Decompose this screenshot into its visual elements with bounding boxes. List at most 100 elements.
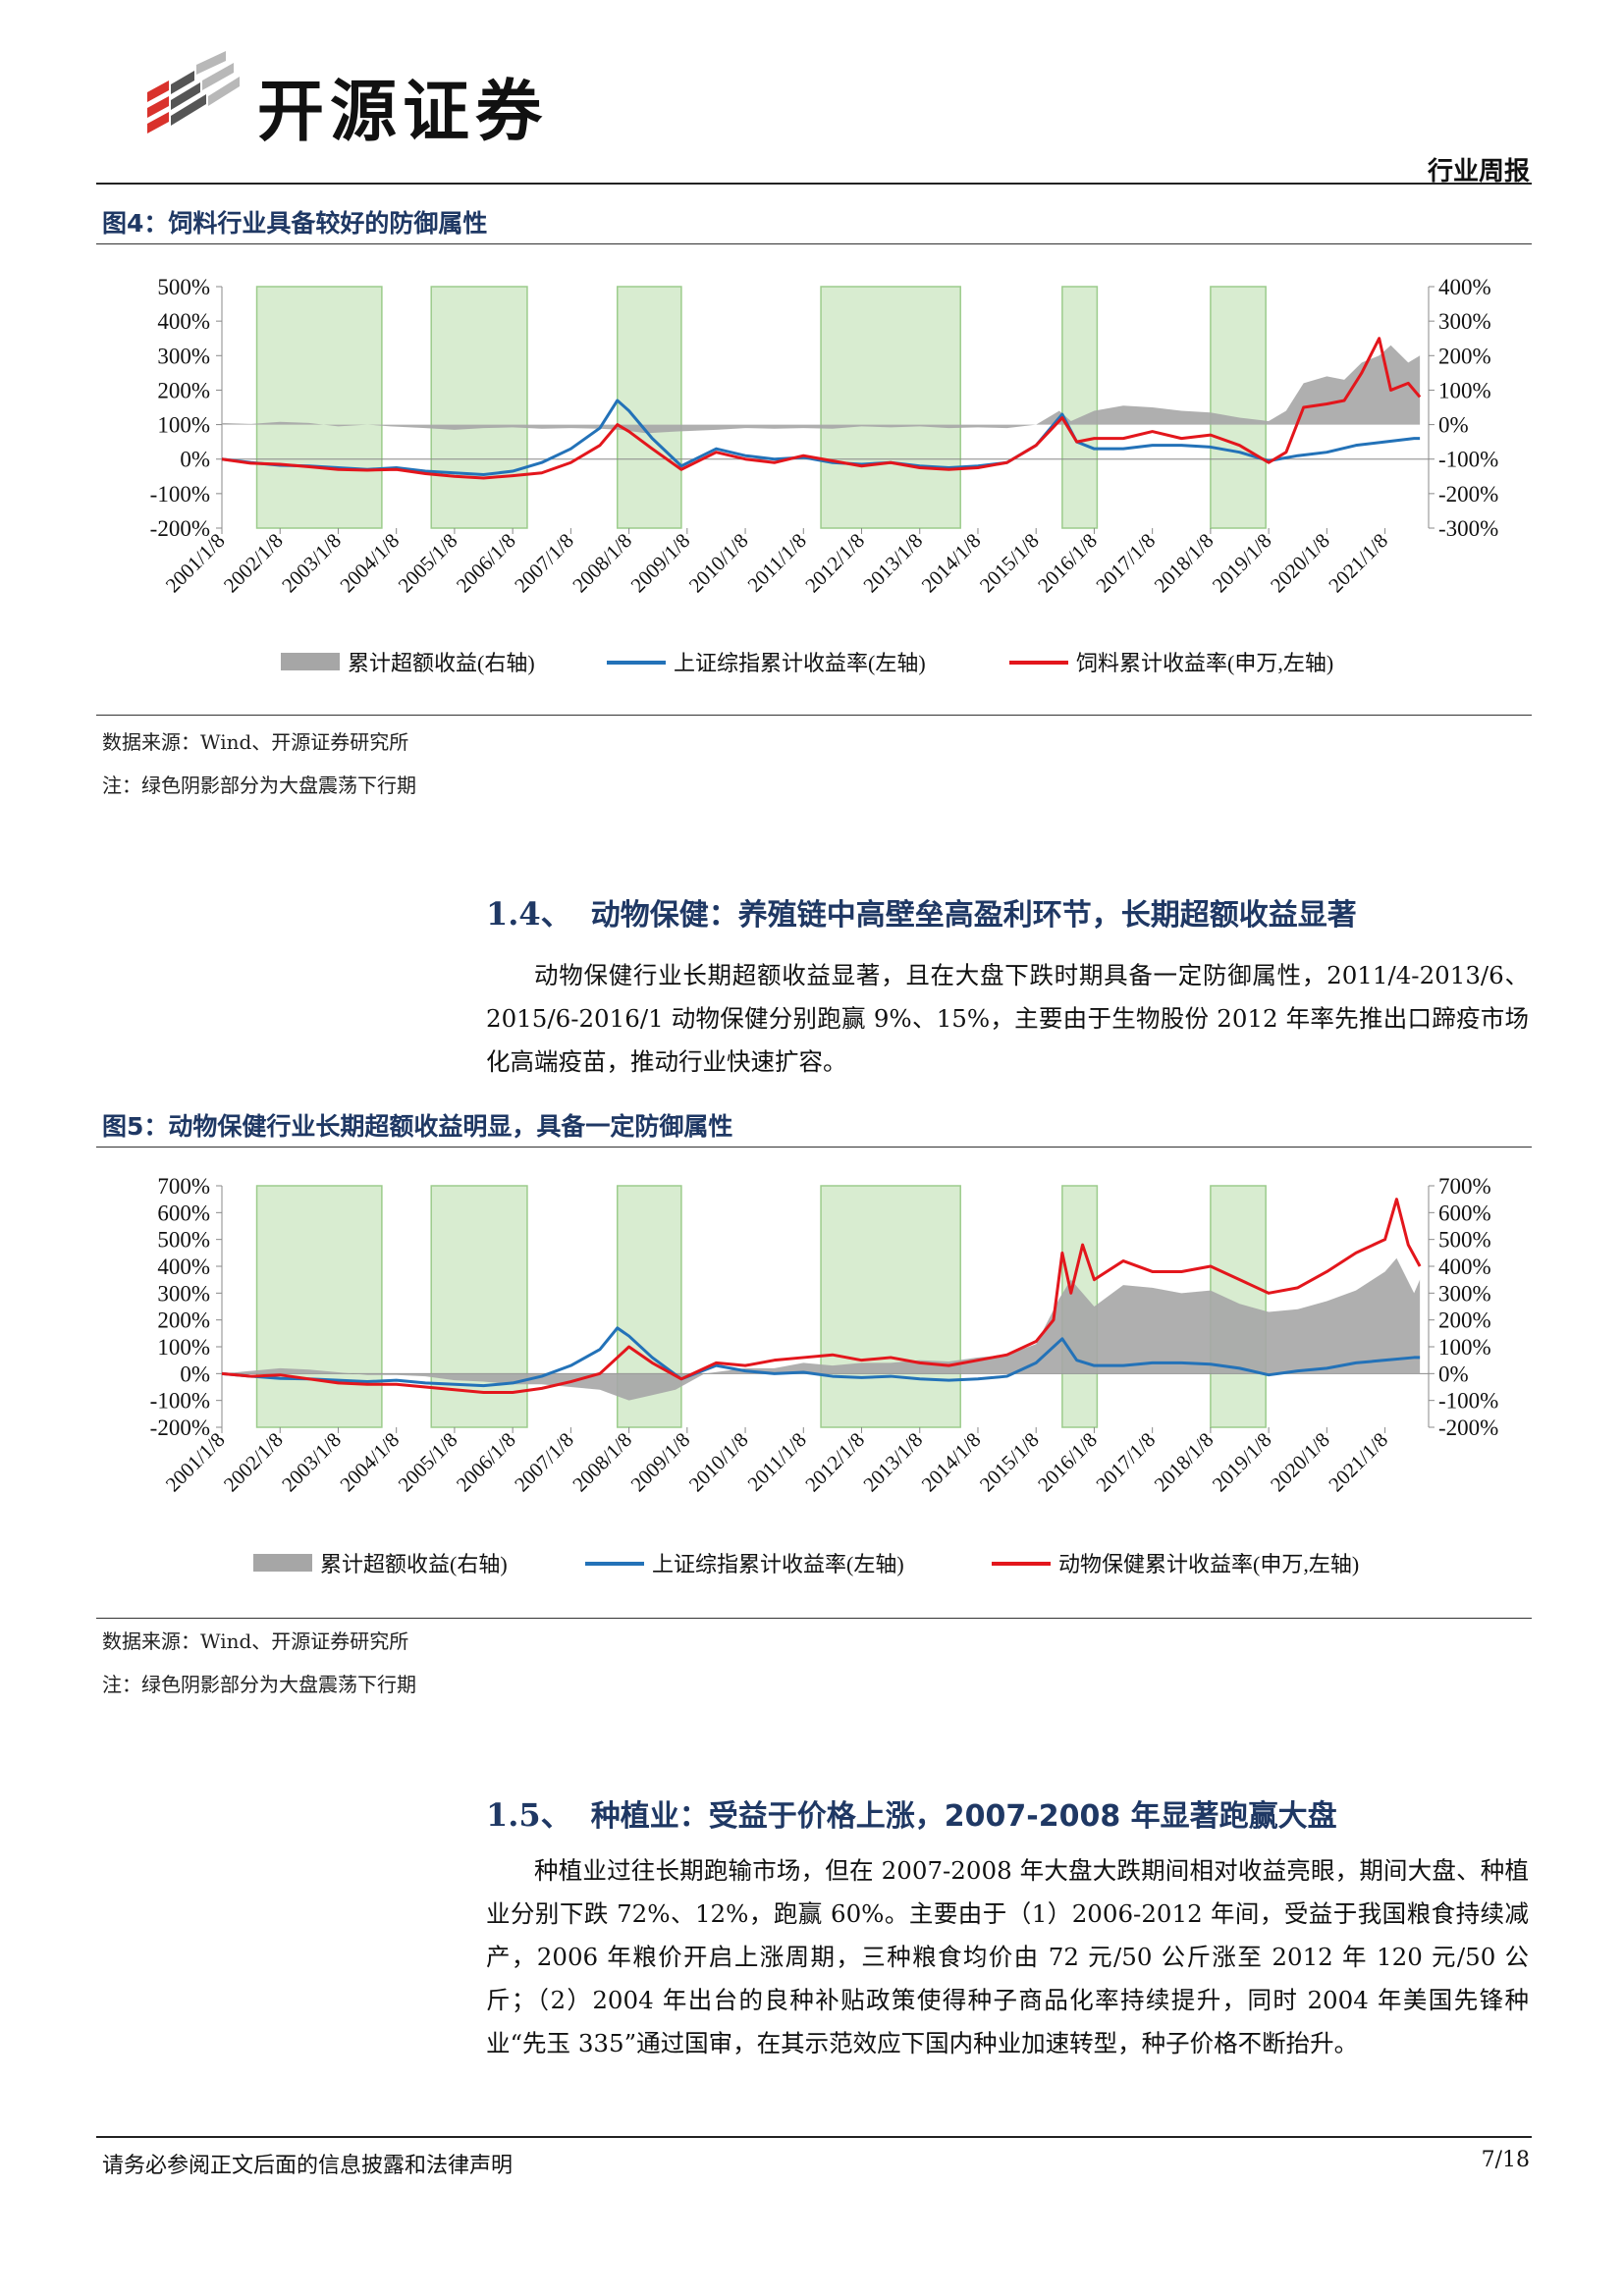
shaded-period-4: [820, 1185, 961, 1428]
x-tick-label: 2002/1/8: [219, 529, 288, 598]
legend-index-label: 上证综指累计收益率(左轴): [674, 651, 926, 675]
x-tick-label: 2019/1/8: [1208, 1428, 1276, 1497]
left-tick-label: 0%: [180, 1362, 210, 1386]
x-tick-label: 2019/1/8: [1208, 529, 1276, 598]
left-tick-label: -200%: [150, 516, 210, 541]
brand-logo: [135, 51, 244, 149]
left-tick-label: 300%: [157, 1281, 210, 1306]
left-tick-label: 500%: [157, 275, 210, 299]
section-1-5-heading: 1.5、 种植业：受益于价格上涨，2007-2008 年显著跑赢大盘: [486, 1790, 1337, 1836]
figure4-top-rule: [96, 243, 1532, 244]
legend-excess-swatch: [281, 653, 340, 670]
shaded-period-4: [820, 286, 961, 529]
left-tick-label: 700%: [157, 1174, 210, 1199]
right-tick-label: 600%: [1438, 1201, 1491, 1225]
x-tick-label: 2007/1/8: [510, 1428, 578, 1497]
x-tick-label: 2002/1/8: [219, 1428, 288, 1497]
x-tick-label: 2003/1/8: [277, 529, 346, 598]
left-tick-label: 600%: [157, 1201, 210, 1225]
legend-excess-label: 累计超额收益(右轴): [348, 651, 535, 675]
left-tick-label: 0%: [180, 448, 210, 472]
x-tick-label: 2008/1/8: [568, 529, 636, 598]
right-tick-label: 200%: [1438, 1308, 1491, 1333]
x-tick-label: 2012/1/8: [800, 529, 869, 598]
x-tick-label: 2021/1/8: [1324, 1428, 1392, 1497]
x-tick-label: 2014/1/8: [917, 1428, 986, 1497]
x-tick-label: 2017/1/8: [1091, 1428, 1160, 1497]
x-tick-label: 2013/1/8: [859, 529, 928, 598]
section-1-4-paragraph: 动物保健行业长期超额收益显著，且在大盘下跌时期具备一定防御属性，2011/4-2…: [486, 961, 1529, 1076]
page-number: 7/18: [1481, 2148, 1530, 2172]
x-tick-label: 2020/1/8: [1266, 1428, 1334, 1497]
x-tick-label: 2004/1/8: [335, 529, 404, 598]
figure4-source: 数据来源：Wind、开源证券研究所: [102, 730, 409, 754]
x-tick-label: 2008/1/8: [568, 1428, 636, 1497]
legend-excess-swatch: [253, 1554, 312, 1572]
footer-rule: [96, 2136, 1532, 2138]
x-tick-label: 2021/1/8: [1324, 529, 1392, 598]
series-sector-line: [221, 337, 1422, 480]
right-tick-label: 0%: [1438, 1362, 1469, 1386]
right-tick-label: 300%: [1438, 1281, 1491, 1306]
x-tick-label: 2010/1/8: [684, 1428, 753, 1497]
left-tick-label: -200%: [150, 1415, 210, 1440]
right-tick-label: -100%: [1438, 448, 1498, 472]
figure4-title: 图4：饲料行业具备较好的防御属性: [102, 209, 488, 238]
brand-logo-icon: [147, 51, 240, 133]
section-1-5-paragraph: 种植业过往长期跑输市场，但在 2007-2008 年大盘大跌期间相对收益亮眼，期…: [486, 1856, 1529, 2057]
right-tick-label: -300%: [1438, 516, 1498, 541]
report-type: 行业周报: [1427, 157, 1530, 187]
left-tick-label: 400%: [157, 309, 210, 334]
legend-index-label: 上证综指累计收益率(左轴): [652, 1552, 904, 1576]
left-tick-label: 200%: [157, 1308, 210, 1333]
right-tick-label: 0%: [1438, 413, 1469, 438]
figure4-chart: 500% 400% 300% 200% 100% 0% -100% -200% 400% 300%…: [150, 275, 1499, 675]
legend-sector-label: 饲料累计收益率(申万,左轴): [1076, 651, 1333, 675]
right-tick-label: -200%: [1438, 1415, 1498, 1440]
figure5-note: 注：绿色阴影部分为大盘震荡下行期: [102, 1673, 416, 1696]
x-tick-label: 2012/1/8: [800, 1428, 869, 1497]
x-tick-label: 2006/1/8: [452, 1428, 520, 1497]
x-tick-label: 2011/1/8: [743, 529, 811, 597]
x-tick-label: 2015/1/8: [975, 529, 1044, 598]
series-index-line: [221, 1326, 1421, 1388]
left-tick-label: 200%: [157, 378, 210, 402]
x-tick-label: 2016/1/8: [1033, 529, 1102, 598]
section-1-5-number: 1.5、: [486, 1796, 572, 1834]
left-tick-label: 400%: [157, 1255, 210, 1279]
figure4-note: 注：绿色阴影部分为大盘震荡下行期: [102, 774, 416, 797]
series-sector-line: [221, 1198, 1422, 1394]
shaded-period-2: [430, 286, 528, 529]
brand-name: 开源证券: [257, 74, 549, 151]
x-tick-label: 2009/1/8: [626, 529, 695, 598]
x-tick-label: 2016/1/8: [1033, 1428, 1102, 1497]
figure5-chart: 700%600%500%400%300%200%100%0%-100%-200%…: [150, 1174, 1499, 1576]
shaded-period-5: [1061, 286, 1099, 529]
x-tick-label: 2009/1/8: [626, 1428, 695, 1497]
figure4-bottom-rule: [96, 715, 1532, 716]
x-tick-label: 2017/1/8: [1091, 529, 1160, 598]
right-tick-label: 100%: [1438, 1335, 1491, 1360]
right-tick-label: 500%: [1438, 1228, 1491, 1253]
x-tick-label: 2018/1/8: [1150, 1428, 1218, 1497]
shaded-period-1: [255, 286, 383, 529]
figure5-title: 图5：动物保健行业长期超额收益明显，具备一定防御属性: [102, 1112, 733, 1141]
x-tick-label: 2014/1/8: [917, 529, 986, 598]
left-tick-label: 300%: [157, 344, 210, 368]
shaded-period-1: [255, 1185, 383, 1428]
series-excess-area: [222, 345, 1421, 434]
left-tick-label: 100%: [157, 413, 210, 438]
series-index-line: [221, 399, 1421, 477]
section-1-4-title: 动物保健：养殖链中高壁垒高盈利环节，长期超额收益显著: [590, 898, 1357, 933]
x-tick-label: 2006/1/8: [452, 529, 520, 598]
shaded-period-2: [430, 1185, 528, 1428]
section-1-5-title: 种植业：受益于价格上涨，2007-2008 年显著跑赢大盘: [590, 1799, 1337, 1834]
right-tick-label: 300%: [1438, 309, 1491, 334]
left-tick-label: 500%: [157, 1228, 210, 1253]
right-tick-label: 200%: [1438, 344, 1491, 368]
x-tick-label: 2013/1/8: [859, 1428, 928, 1497]
x-tick-label: 2011/1/8: [743, 1428, 811, 1496]
x-tick-label: 2004/1/8: [335, 1428, 404, 1497]
figure5-bottom-rule: [96, 1618, 1532, 1619]
section-1-4-number: 1.4、: [486, 895, 572, 933]
